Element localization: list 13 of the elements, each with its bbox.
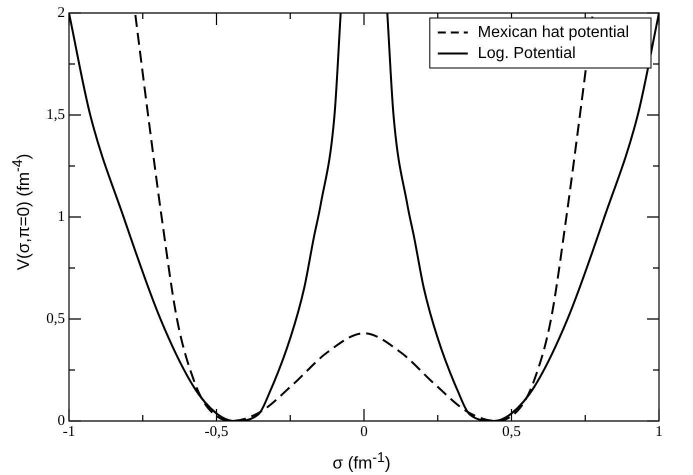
x-tick-label: 0,5 <box>502 424 521 440</box>
y-tick-label: 2 <box>58 4 65 21</box>
x-tick-label: 1 <box>655 424 663 440</box>
x-tick-label: 0 <box>360 424 368 440</box>
y-tick-label: 1,5 <box>46 106 65 123</box>
legend-label: Mexican hat potential <box>478 24 629 41</box>
x-axis-title: σ (fm$^{-1}$) <box>331 450 392 474</box>
y-tick-label: 0,5 <box>46 310 65 327</box>
x-tick-label: -1 <box>62 424 76 440</box>
legend-label: Log. Potential <box>478 44 576 62</box>
y-tick-label: 1 <box>58 208 65 225</box>
x-tick-label: -0,5 <box>204 424 228 440</box>
y-tick-label: 0 <box>58 412 65 429</box>
